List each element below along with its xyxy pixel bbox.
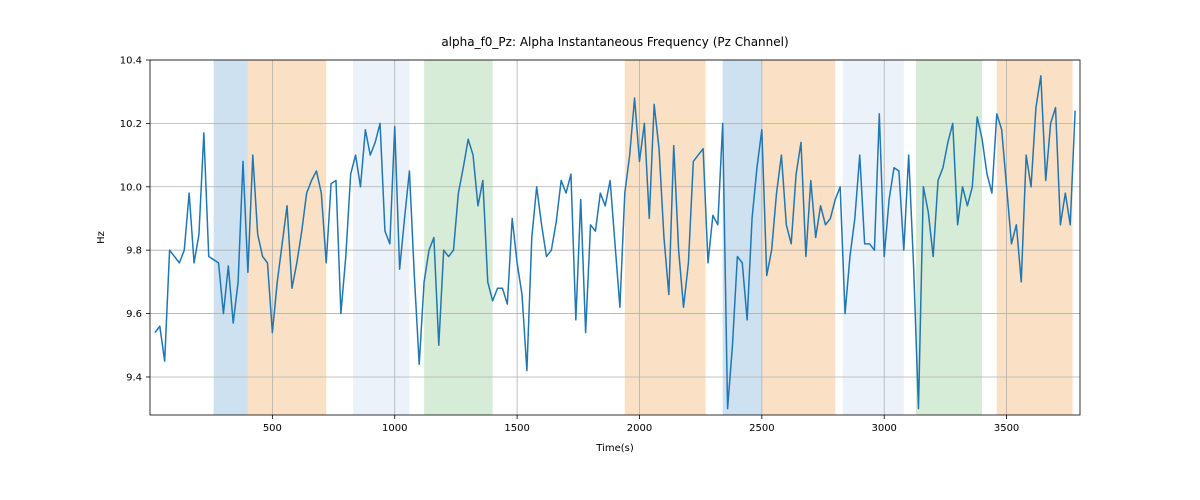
band <box>916 60 982 415</box>
band <box>723 60 762 415</box>
x-tick-label: 1000 <box>382 423 407 434</box>
x-ticks: 500 1000 1500 2000 2500 3000 3500 <box>263 415 1019 434</box>
band <box>214 60 248 415</box>
x-tick-label: 2500 <box>749 423 774 434</box>
y-ticks: 9.4 9.6 9.8 10.0 10.2 10.4 <box>120 56 150 384</box>
y-tick-label: 9.6 <box>126 309 142 320</box>
y-tick-label: 9.4 <box>126 372 142 383</box>
band <box>248 60 326 415</box>
band <box>353 60 409 415</box>
band <box>625 60 706 415</box>
y-tick-label: 10.0 <box>120 182 142 193</box>
x-tick-label: 3000 <box>871 423 896 434</box>
chart-container: 500 1000 1500 2000 2500 3000 3500 9.4 9.6 9.8 10.… <box>0 0 1200 500</box>
y-axis-label: Hz <box>96 231 107 244</box>
line-chart: 500 1000 1500 2000 2500 3000 3500 9.4 9.6 9.8 10.… <box>0 0 1200 500</box>
band <box>997 60 1073 415</box>
y-tick-label: 10.4 <box>120 56 142 67</box>
x-tick-label: 3500 <box>994 423 1019 434</box>
x-tick-label: 2000 <box>627 423 652 434</box>
x-axis-label: Time(s) <box>595 443 634 454</box>
x-tick-label: 1500 <box>504 423 529 434</box>
x-tick-label: 500 <box>263 423 282 434</box>
y-tick-label: 9.8 <box>126 246 142 257</box>
y-tick-label: 10.2 <box>120 119 142 130</box>
chart-title: alpha_f0_Pz: Alpha Instantaneous Frequen… <box>441 35 788 49</box>
